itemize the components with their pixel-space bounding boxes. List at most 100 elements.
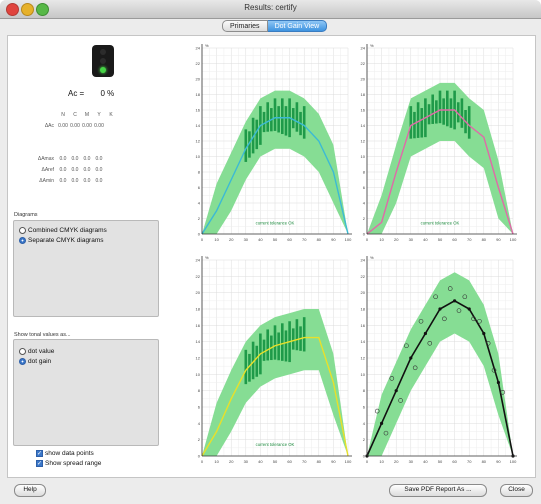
table-row: ΔAref 0.0 0.0 0.0 0.0 <box>34 164 117 175</box>
radio-combined-cmyk[interactable]: Combined CMYK diagrams <box>19 227 107 234</box>
green-lamp <box>100 67 106 73</box>
data-point-bar <box>284 106 288 136</box>
x-tick-label: 0 <box>366 459 369 464</box>
cell: 0.0 <box>71 177 79 184</box>
checkbox-show-data-points[interactable]: ✓ show data points <box>36 450 94 457</box>
y-tick-label: 6 <box>363 405 366 410</box>
y-tick-label: 0 <box>198 454 201 459</box>
data-point <box>453 299 457 303</box>
x-tick-label: 30 <box>409 459 414 464</box>
minimize-window-icon[interactable] <box>21 3 34 16</box>
traffic-light-icon <box>92 45 114 77</box>
radio-dot-gain[interactable]: dot gain <box>19 358 51 365</box>
radio-button-icon[interactable] <box>19 227 26 234</box>
radio-dot-value[interactable]: dot value <box>19 348 54 355</box>
x-tick-label: 40 <box>423 237 428 242</box>
data-point-bar <box>273 98 277 131</box>
help-button[interactable]: Help <box>14 484 46 497</box>
y-tick-label: 8 <box>363 170 366 175</box>
radio-button-icon[interactable] <box>19 348 26 355</box>
data-point-circle <box>433 294 438 300</box>
cell: 0.0 <box>59 166 67 173</box>
y-tick-label: 0 <box>363 454 366 459</box>
cell: 0.0 <box>83 166 91 173</box>
y-tick-label: 22 <box>196 61 201 66</box>
data-point-bar <box>446 90 449 127</box>
data-point-bar <box>449 98 453 128</box>
y-tick-label: 18 <box>361 307 366 312</box>
data-point-bar <box>284 330 288 362</box>
y-axis-title: % <box>370 43 374 48</box>
data-point <box>482 331 486 336</box>
data-point-circle <box>491 367 497 373</box>
spread-range-area <box>367 82 513 234</box>
y-tick-label: 16 <box>196 323 201 328</box>
y-tick-label: 12 <box>196 356 201 361</box>
col-header: N <box>61 111 65 118</box>
title-bar: Results: certify <box>0 0 541 19</box>
x-tick-label: 50 <box>273 237 278 242</box>
col-header: M <box>84 111 90 118</box>
data-point-bar <box>467 106 471 139</box>
x-tick-label: 20 <box>394 459 399 464</box>
data-point-bar <box>244 349 248 385</box>
cell: 0.0 <box>59 155 67 162</box>
y-tick-label: 24 <box>196 46 201 51</box>
tolerance-annotation: current tolerance OK <box>256 442 295 447</box>
data-point-circle <box>477 318 482 324</box>
y-tick-label: 8 <box>198 170 201 175</box>
y-axis-title: % <box>205 255 209 260</box>
y-tick-label: 24 <box>361 258 366 263</box>
checkbox-checked-icon[interactable]: ✓ <box>36 450 43 457</box>
data-point-bar <box>416 102 420 138</box>
data-point-circle <box>427 341 433 346</box>
save-pdf-report-button[interactable]: Save PDF Report As ... <box>389 484 487 497</box>
data-point-bar <box>295 319 299 351</box>
tab-primaries[interactable]: Primaries <box>222 20 268 32</box>
ae-readout: Ac = 0 % <box>68 89 114 98</box>
data-point-bar <box>291 108 295 129</box>
spread-range-area <box>367 272 513 456</box>
y-tick-label: 6 <box>198 185 201 190</box>
col-header: K <box>109 111 113 118</box>
radio-label: dot gain <box>28 358 52 365</box>
data-point-bar <box>273 325 277 360</box>
radio-label: dot value <box>28 348 55 355</box>
y-tick-label: 6 <box>363 185 366 190</box>
x-tick-label: 90 <box>331 237 336 242</box>
y-tick-label: 14 <box>196 339 201 344</box>
x-tick-label: 40 <box>258 237 263 242</box>
zoom-window-icon[interactable] <box>36 3 49 16</box>
x-tick-label: 90 <box>496 237 501 242</box>
y-tick-label: 10 <box>361 154 366 159</box>
data-point-bar <box>262 111 266 133</box>
close-button[interactable]: Close <box>500 484 533 497</box>
tab-dot-gain-view[interactable]: Dot Gain View <box>267 20 328 32</box>
radio-button-selected-icon[interactable] <box>19 237 26 244</box>
x-tick-label: 80 <box>317 237 322 242</box>
data-point-circle <box>456 308 462 313</box>
data-point-bar <box>244 129 248 162</box>
data-point-bar <box>291 328 295 350</box>
radio-separate-cmyk[interactable]: Separate CMYK diagrams <box>19 237 104 244</box>
data-point-circle <box>462 294 468 300</box>
x-tick-label: 70 <box>302 237 307 242</box>
tonal-values-label: Show tonal values as... <box>14 332 71 338</box>
data-point-circle <box>412 365 418 371</box>
x-tick-label: 100 <box>510 237 517 242</box>
series-line <box>201 336 349 457</box>
close-window-icon[interactable] <box>6 3 19 16</box>
table-row: ΔAmax 0.0 0.0 0.0 0.0 <box>34 153 117 164</box>
radio-button-selected-icon[interactable] <box>19 358 26 365</box>
checkbox-label: Show spread range <box>45 460 102 467</box>
x-tick-label: 80 <box>482 237 487 242</box>
x-tick-label: 70 <box>467 237 472 242</box>
y-tick-label: 4 <box>363 421 366 426</box>
checkbox-checked-icon[interactable]: ✓ <box>36 460 43 467</box>
data-point-bar <box>302 317 306 352</box>
y-tick-label: 10 <box>361 372 366 377</box>
y-tick-label: 2 <box>198 216 201 221</box>
checkbox-show-spread-range[interactable]: ✓ Show spread range <box>36 460 101 467</box>
